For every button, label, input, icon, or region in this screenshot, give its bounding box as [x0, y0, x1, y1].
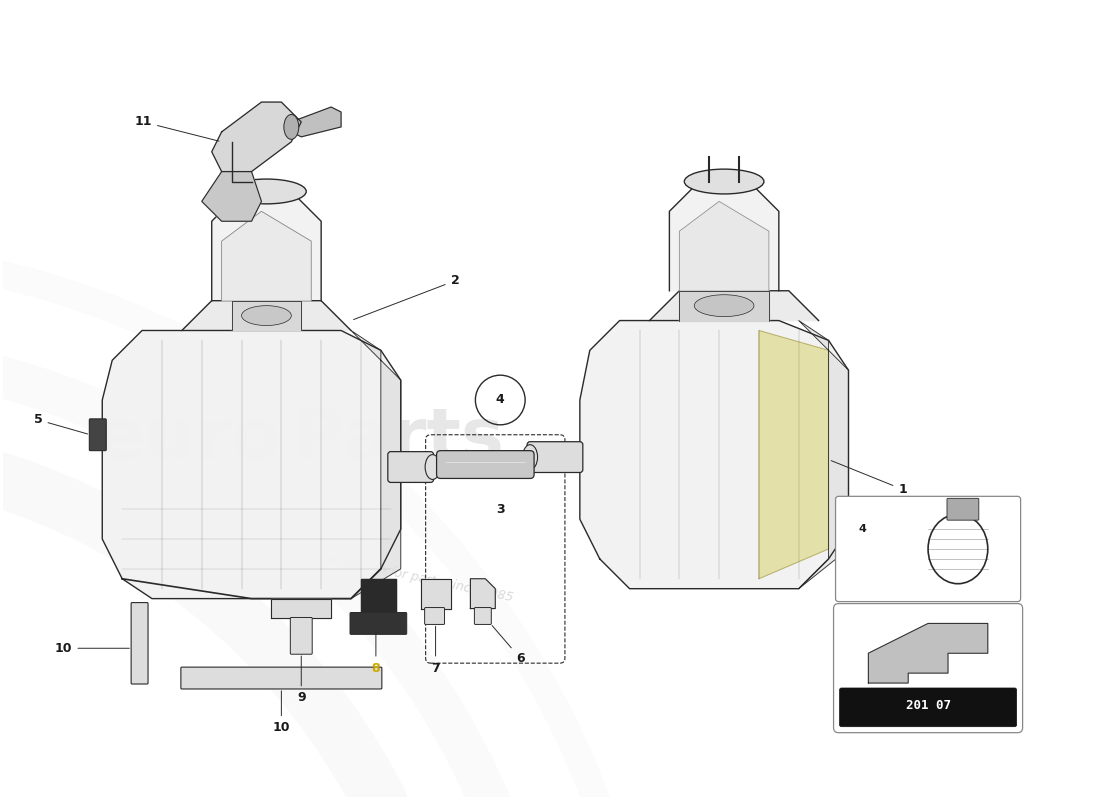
Polygon shape: [211, 191, 321, 301]
Polygon shape: [272, 598, 331, 618]
Polygon shape: [580, 321, 848, 589]
Polygon shape: [420, 578, 451, 609]
FancyBboxPatch shape: [425, 607, 444, 625]
Polygon shape: [868, 623, 988, 683]
Polygon shape: [799, 321, 848, 589]
Text: 11: 11: [134, 115, 219, 141]
Polygon shape: [680, 202, 769, 290]
FancyBboxPatch shape: [839, 688, 1016, 726]
Polygon shape: [471, 578, 495, 609]
Text: 4: 4: [858, 524, 867, 534]
Polygon shape: [670, 182, 779, 290]
Ellipse shape: [522, 445, 538, 470]
Text: 4: 4: [496, 394, 505, 406]
Ellipse shape: [227, 179, 306, 204]
FancyBboxPatch shape: [290, 618, 312, 654]
Text: 10: 10: [273, 690, 290, 734]
FancyBboxPatch shape: [131, 602, 149, 684]
FancyBboxPatch shape: [474, 607, 492, 625]
Text: 6: 6: [492, 626, 525, 665]
Text: 201 07: 201 07: [905, 699, 950, 712]
FancyBboxPatch shape: [836, 496, 1021, 602]
Polygon shape: [232, 301, 301, 330]
Polygon shape: [222, 211, 311, 301]
Text: 3: 3: [496, 502, 505, 516]
FancyBboxPatch shape: [527, 442, 583, 473]
Ellipse shape: [694, 294, 754, 317]
Text: 9: 9: [297, 656, 306, 705]
FancyBboxPatch shape: [437, 450, 535, 478]
Text: 10: 10: [55, 642, 130, 654]
Text: Parts: Parts: [292, 406, 504, 474]
Polygon shape: [292, 107, 341, 137]
Text: 1: 1: [832, 461, 908, 496]
Ellipse shape: [242, 306, 292, 326]
FancyBboxPatch shape: [388, 452, 433, 482]
Polygon shape: [201, 171, 262, 222]
Polygon shape: [351, 330, 400, 598]
Polygon shape: [361, 578, 396, 614]
Polygon shape: [759, 330, 828, 578]
Text: 2: 2: [353, 274, 460, 319]
Polygon shape: [102, 330, 400, 598]
Text: 7: 7: [431, 626, 440, 674]
Polygon shape: [211, 102, 301, 171]
Ellipse shape: [425, 454, 440, 479]
Polygon shape: [680, 290, 769, 321]
Ellipse shape: [284, 114, 299, 139]
Text: 5: 5: [34, 414, 88, 434]
Ellipse shape: [684, 169, 763, 194]
FancyBboxPatch shape: [89, 419, 107, 450]
Polygon shape: [649, 290, 818, 321]
FancyBboxPatch shape: [350, 613, 407, 634]
FancyBboxPatch shape: [834, 603, 1023, 733]
FancyBboxPatch shape: [180, 667, 382, 689]
Text: 8: 8: [372, 631, 381, 674]
FancyBboxPatch shape: [947, 498, 979, 520]
Text: euro: euro: [96, 406, 282, 474]
Text: a passion for parts since 1985: a passion for parts since 1985: [327, 553, 515, 605]
Polygon shape: [182, 301, 351, 330]
